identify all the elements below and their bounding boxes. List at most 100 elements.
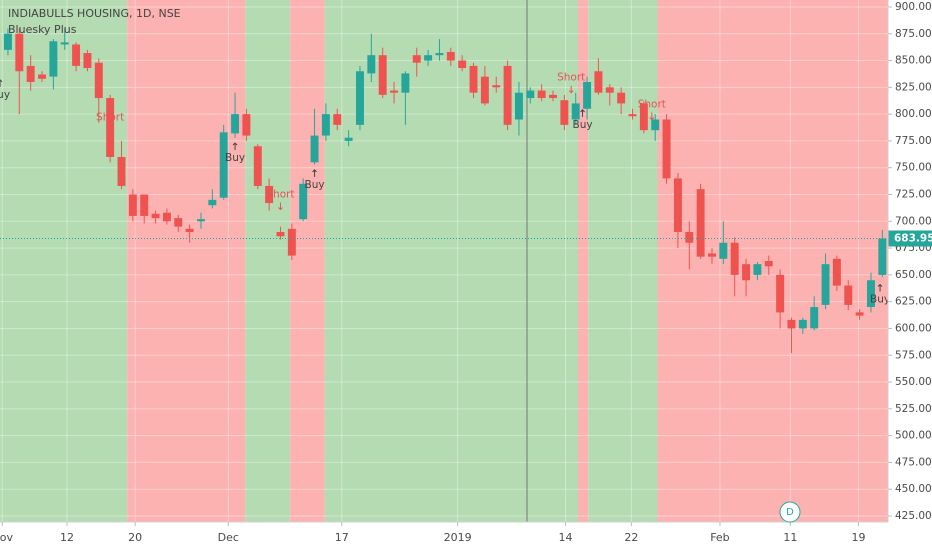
- signal-label: Short: [266, 189, 294, 201]
- signal-label: Buy: [0, 89, 10, 101]
- candle-body: [265, 185, 274, 204]
- x-tick-label: Dec: [218, 531, 239, 544]
- signal-label: Buy: [572, 119, 592, 131]
- candle-body: [673, 178, 682, 233]
- y-tick-label: 475.00: [895, 456, 932, 468]
- candle-body: [651, 119, 660, 131]
- x-tick-label: Nov: [0, 531, 13, 544]
- x-tick-label: 2019: [444, 531, 472, 544]
- candle-body: [537, 90, 546, 99]
- y-tick-label: 800.00: [895, 108, 932, 120]
- y-tick-label: 500.00: [895, 430, 932, 442]
- x-tick-label: 19: [851, 531, 865, 544]
- y-tick-label: 650.00: [895, 269, 932, 281]
- candle-body: [617, 92, 626, 104]
- y-tick-label: 425.00: [895, 510, 932, 522]
- signal-arrow: [278, 202, 283, 211]
- y-tick-label: 550.00: [895, 376, 932, 388]
- candle-body: [821, 264, 830, 305]
- candle-body: [787, 319, 796, 329]
- candle-body: [253, 146, 262, 186]
- candle-body: [480, 76, 489, 104]
- signal-arrow: [107, 125, 113, 134]
- signal-arrow: [568, 85, 574, 94]
- candle-body: [219, 132, 228, 198]
- signal-label: Short: [638, 98, 666, 110]
- candle-body: [764, 260, 773, 267]
- candle-body: [140, 194, 149, 216]
- candle-body: [844, 285, 853, 305]
- candle-body: [424, 55, 433, 61]
- y-tick-label: 900.00: [895, 1, 932, 13]
- candle-body: [60, 42, 69, 45]
- signal-zone: [0, 0, 128, 522]
- candle-body: [276, 232, 285, 237]
- candle-body: [94, 62, 103, 99]
- candle-body: [708, 253, 716, 257]
- signal-arrow: [312, 169, 317, 177]
- signal-zone: [127, 0, 246, 522]
- signal-zone: [577, 0, 589, 522]
- candle-body: [866, 280, 875, 308]
- candle-body: [151, 213, 160, 219]
- signal-label: Buy: [305, 179, 325, 191]
- candle-body: [526, 90, 535, 99]
- candle-body: [594, 71, 603, 93]
- interval-badge[interactable]: [779, 501, 801, 523]
- signal-arrow: [877, 283, 883, 292]
- candle-body: [299, 183, 308, 220]
- candle-body: [855, 312, 864, 316]
- y-tick-label: 525.00: [895, 403, 932, 415]
- candle-body: [571, 103, 580, 120]
- candle-body: [128, 194, 137, 216]
- candle-body: [344, 137, 353, 141]
- candle-body: [38, 74, 46, 79]
- candle-body: [685, 232, 694, 243]
- candle-body: [390, 90, 399, 93]
- last-price-label: 683.95: [894, 232, 932, 244]
- signal-label: Short: [96, 111, 124, 123]
- x-tick-label: 14: [559, 531, 573, 544]
- candle-body: [878, 238, 887, 275]
- candle-body: [753, 264, 762, 275]
- candle-body: [719, 242, 728, 259]
- signal-zone: [324, 0, 578, 522]
- candle-body: [321, 114, 330, 136]
- candle-body: [469, 65, 478, 93]
- candle-body: [162, 212, 171, 222]
- x-tick-label: 12: [60, 531, 74, 544]
- candle-body: [208, 199, 217, 206]
- interval-badge-label[interactable]: D: [786, 507, 794, 518]
- candle-body: [503, 65, 512, 125]
- candle-body: [776, 274, 785, 313]
- candle-body: [435, 53, 444, 56]
- indicator-name: Bluesky Plus: [8, 23, 77, 36]
- x-tick-label: 22: [624, 531, 638, 544]
- candle-body: [628, 114, 637, 117]
- y-tick-label: 750.00: [895, 162, 932, 174]
- candle-body: [412, 55, 421, 63]
- candle-body: [560, 100, 569, 125]
- candle-body: [310, 135, 319, 163]
- signal-label: Buy: [225, 152, 245, 164]
- candle-body: [639, 103, 648, 131]
- candle-body: [514, 92, 523, 120]
- candle-body: [549, 94, 557, 99]
- y-tick-label: 775.00: [895, 135, 932, 147]
- candle-body: [242, 114, 251, 136]
- y-tick-label: 625.00: [895, 296, 932, 308]
- candle-body: [492, 85, 501, 88]
- signal-label: Buy: [870, 294, 890, 306]
- candle-body: [583, 81, 592, 109]
- x-tick-label: Feb: [710, 531, 729, 544]
- signal-arrow: [649, 112, 655, 121]
- y-tick-label: 825.00: [895, 81, 932, 93]
- signal-label: Short: [557, 72, 585, 84]
- signal-arrow: [0, 79, 3, 87]
- y-tick-label: 700.00: [895, 215, 932, 227]
- candle-body: [742, 264, 751, 281]
- candle-body: [49, 41, 58, 77]
- candle-body: [83, 53, 92, 69]
- candle-body: [185, 228, 194, 233]
